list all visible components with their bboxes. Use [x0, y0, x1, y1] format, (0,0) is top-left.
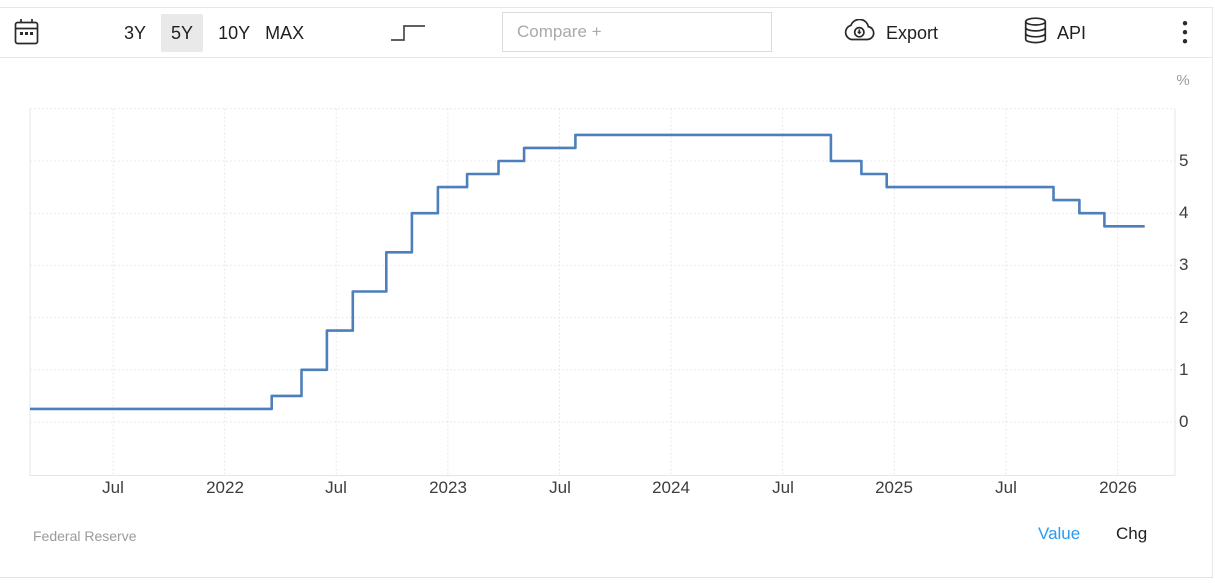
x-axis-label: 2023 [429, 478, 467, 497]
x-axis-label: Jul [102, 478, 124, 497]
x-axis-label: Jul [995, 478, 1017, 497]
range-button-10y[interactable]: 10Y [218, 14, 250, 52]
x-axis-label: Jul [549, 478, 571, 497]
source-label: Federal Reserve [33, 528, 137, 544]
compare-field-wrap [502, 12, 772, 52]
calendar-button[interactable] [11, 18, 41, 48]
api-label: API [1057, 22, 1087, 43]
range-buttons: 3Y 5Y 10Y MAX [124, 8, 304, 58]
value-toggle[interactable]: Value [1038, 524, 1081, 543]
y-axis-unit-label: % [1176, 72, 1190, 89]
x-axis-label: 2024 [652, 478, 690, 497]
toolbar: 3Y 5Y 10Y MAX Export [0, 8, 1213, 58]
chart-plot-area[interactable] [30, 109, 1175, 476]
export-button[interactable]: Export [842, 8, 938, 58]
compare-input[interactable] [502, 12, 772, 52]
series-line [30, 133, 1145, 411]
kebab-menu-icon [1182, 20, 1188, 48]
grid-layer [29, 108, 1176, 476]
cloud-download-icon [842, 18, 876, 48]
api-button[interactable]: API [1024, 8, 1086, 58]
chart-type-button[interactable] [389, 23, 427, 45]
y-axis-label: 1 [1179, 360, 1189, 379]
x-axis-label: 2025 [875, 478, 913, 497]
y-axis-label: 0 [1179, 412, 1189, 431]
bottom-border [0, 577, 1213, 578]
y-axis-label: 3 [1179, 255, 1189, 274]
range-button-3y[interactable]: 3Y [124, 14, 146, 52]
more-options-button[interactable] [1172, 18, 1198, 50]
x-axis-label: 2026 [1099, 478, 1137, 497]
chg-toggle[interactable]: Chg [1116, 524, 1148, 543]
y-axis-label: 2 [1179, 308, 1189, 327]
x-axis-label: 2022 [206, 478, 244, 497]
x-axis-label: Jul [325, 478, 347, 497]
top-border [0, 7, 1213, 8]
calendar-icon [14, 18, 39, 49]
database-icon [1024, 17, 1047, 49]
right-border [1212, 7, 1213, 577]
x-axis-label: Jul [772, 478, 794, 497]
range-button-5y[interactable]: 5Y [161, 14, 204, 52]
series-layer [30, 133, 1145, 411]
range-button-max[interactable]: MAX [265, 14, 304, 52]
y-axis-label: 4 [1179, 203, 1189, 222]
step-line-icon [390, 23, 426, 46]
y-axis-label: 5 [1179, 151, 1189, 170]
export-label: Export [886, 22, 939, 43]
